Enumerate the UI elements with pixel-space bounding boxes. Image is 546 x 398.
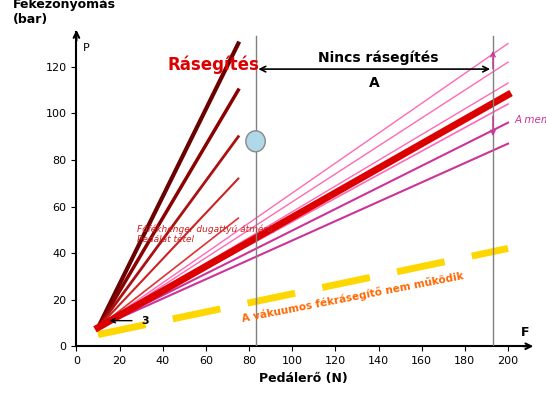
Text: F: F — [521, 326, 530, 339]
Circle shape — [246, 131, 265, 152]
Text: A: A — [369, 76, 379, 90]
Text: A membrán felülete: A membrán felülete — [514, 115, 546, 125]
Text: 3: 3 — [141, 316, 149, 326]
X-axis label: Pedálerő (N): Pedálerő (N) — [259, 372, 347, 384]
Text: Rásegítés: Rásegítés — [167, 55, 259, 74]
Text: Főfékhenger dugattyú átmérő,
Pedálát tétel: Főfékhenger dugattyú átmérő, Pedálát tét… — [137, 224, 275, 244]
Text: A vákuumos fékrásegítő nem működik: A vákuumos fékrásegítő nem működik — [241, 270, 465, 324]
Text: P: P — [83, 43, 90, 53]
Text: Fékezőnyomás
(bar): Fékezőnyomás (bar) — [13, 0, 116, 25]
Text: Nincs rásegítés: Nincs rásegítés — [318, 50, 439, 65]
